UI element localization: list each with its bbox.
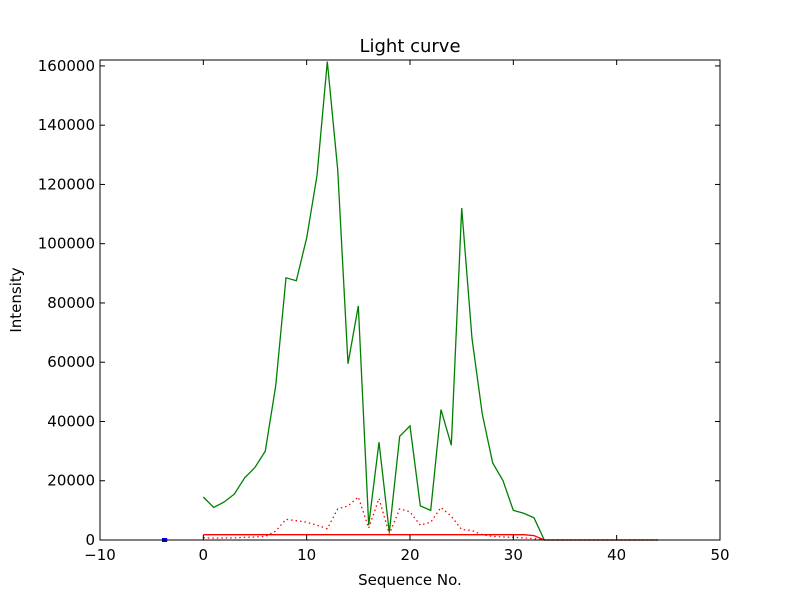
y-tick-label: 40000 [47,412,95,430]
x-tick-label: 0 [199,546,209,564]
x-tick-label: 10 [297,546,316,564]
x-tick-label: 20 [400,546,419,564]
y-tick-label: 80000 [47,294,95,312]
y-tick-label: 0 [85,531,95,549]
chart-title: Light curve [359,36,460,57]
x-tick-label: 50 [710,546,729,564]
x-tick-label: 40 [607,546,626,564]
y-axis-title: Intensity [7,267,25,332]
y-tick-label: 20000 [47,472,95,490]
x-tick-label: −10 [84,546,116,564]
y-tick-label: 100000 [38,235,95,253]
x-axis-title: Sequence No. [358,571,462,589]
x-tick-label: 30 [504,546,523,564]
y-tick-label: 160000 [38,57,95,75]
y-tick-label: 60000 [47,353,95,371]
y-tick-label: 120000 [38,175,95,193]
y-tick-label: 140000 [38,116,95,134]
tick-layer: −10 0 10 20 30 40 5002000040000600008000010000… [38,57,730,564]
plot-area-background [100,60,720,540]
